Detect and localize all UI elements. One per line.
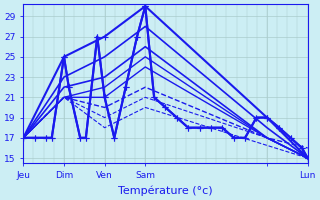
X-axis label: Température (°c): Température (°c)	[118, 185, 213, 196]
